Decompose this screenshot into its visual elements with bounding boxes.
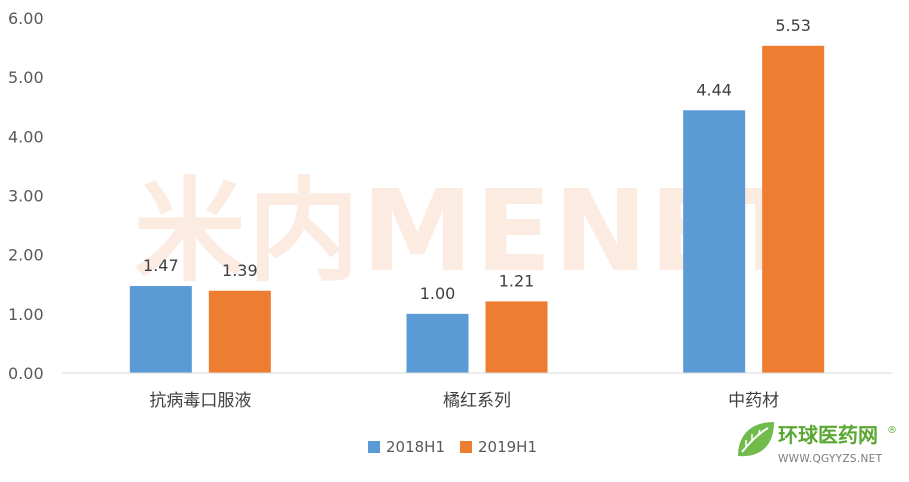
bar-2018H1-0 bbox=[129, 286, 192, 373]
legend-swatch-2019H1 bbox=[460, 441, 472, 453]
x-axis-ticks: 抗病毒口服液 橘红系列 中药材 bbox=[149, 391, 779, 411]
bar-2018H1-2 bbox=[683, 110, 746, 374]
data-label: 4.44 bbox=[696, 80, 732, 99]
y-tick-label: 4.00 bbox=[8, 127, 44, 146]
y-tick-label: 2.00 bbox=[8, 246, 44, 265]
y-tick-label: 1.00 bbox=[8, 305, 44, 324]
y-axis-ticks: 0.00 1.00 2.00 3.00 4.00 5.00 6.00 bbox=[8, 9, 44, 383]
logo-name: 环球医药网 bbox=[778, 423, 878, 447]
bars bbox=[129, 45, 825, 374]
logo: 环球医药网 ® WWW.QGYYZS.NET bbox=[738, 422, 897, 465]
x-tick-label: 中药材 bbox=[728, 391, 779, 411]
data-label: 1.39 bbox=[222, 261, 258, 280]
data-label: 1.00 bbox=[420, 284, 456, 303]
y-tick-label: 6.00 bbox=[8, 9, 44, 28]
data-label: 1.21 bbox=[499, 271, 535, 290]
logo-registered-mark: ® bbox=[887, 425, 897, 436]
data-label: 5.53 bbox=[775, 16, 811, 35]
logo-url: WWW.QGYYZS.NET bbox=[778, 453, 883, 465]
bar-2018H1-1 bbox=[406, 313, 469, 373]
bar-2019H1-2 bbox=[762, 45, 825, 373]
data-labels: 1.47 1.39 1.00 1.21 4.44 5.53 bbox=[143, 16, 811, 303]
legend: 2018H1 2019H1 bbox=[368, 438, 537, 456]
x-tick-label: 橘红系列 bbox=[443, 391, 511, 411]
legend-label: 2019H1 bbox=[478, 438, 537, 456]
bar-2019H1-0 bbox=[208, 290, 271, 373]
leaf-logo-icon bbox=[738, 422, 774, 457]
y-tick-label: 0.00 bbox=[8, 364, 44, 383]
x-tick-label: 抗病毒口服液 bbox=[149, 391, 251, 411]
legend-label: 2018H1 bbox=[386, 438, 445, 456]
y-tick-label: 5.00 bbox=[8, 68, 44, 87]
bar-2019H1-1 bbox=[485, 301, 548, 373]
data-label: 1.47 bbox=[143, 256, 179, 275]
legend-swatch-2018H1 bbox=[368, 441, 380, 453]
y-tick-label: 3.00 bbox=[8, 187, 44, 206]
